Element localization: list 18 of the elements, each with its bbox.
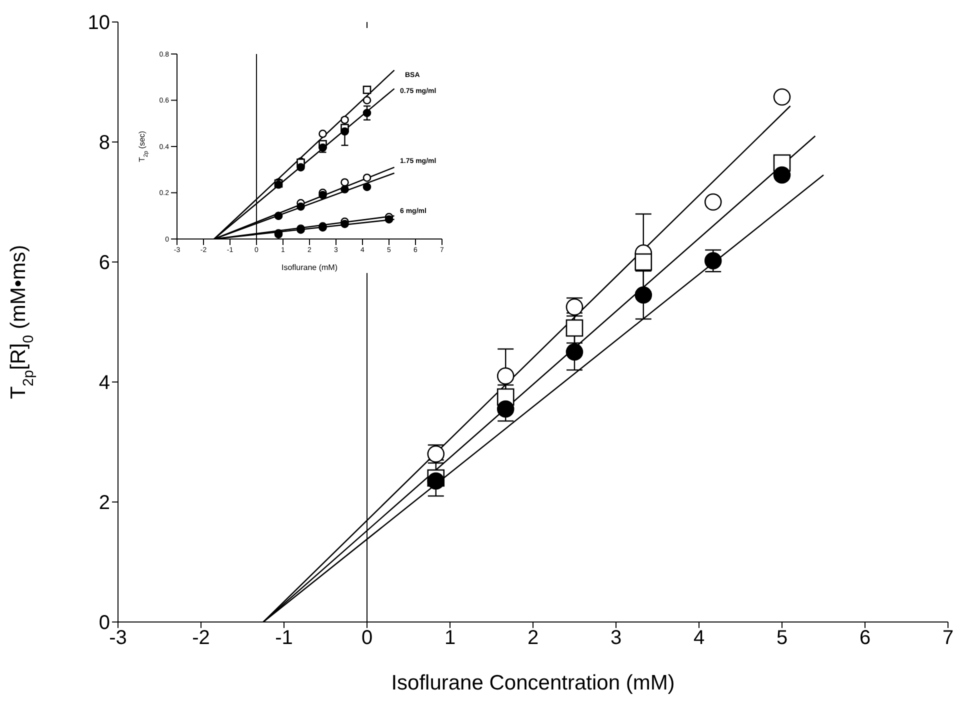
x-axis-title: Isoflurane (mM) bbox=[281, 262, 338, 272]
y-tick-label: 4 bbox=[98, 372, 110, 394]
x-tick-label: 1 bbox=[444, 627, 456, 650]
x-tick-label: -2 bbox=[192, 627, 210, 650]
x-tick-label: 7 bbox=[942, 627, 954, 650]
x-tick-label: 0 bbox=[361, 627, 373, 650]
y-tick-label: 0 bbox=[98, 612, 110, 634]
x-tick-label: 4 bbox=[693, 627, 705, 650]
x-tick-label: -3 bbox=[109, 627, 127, 650]
y-tick-label: 2 bbox=[98, 492, 110, 514]
x-tick-label: 5 bbox=[776, 627, 788, 650]
x-tick-label: 3 bbox=[610, 627, 622, 650]
y-tick-label: 10 bbox=[88, 12, 110, 34]
x-axis-title: Isoflurane Concentration (mM) bbox=[391, 672, 675, 695]
y-tick-label: 8 bbox=[98, 132, 110, 154]
x-tick-label: 2 bbox=[527, 627, 539, 650]
x-tick-label: -1 bbox=[275, 627, 293, 650]
x-tick-label: 6 bbox=[859, 627, 871, 650]
